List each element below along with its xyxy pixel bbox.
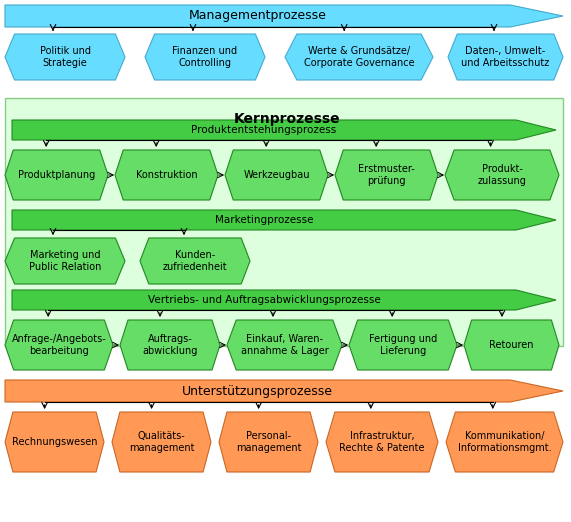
Text: Einkauf, Waren-
annahme & Lager: Einkauf, Waren- annahme & Lager	[240, 334, 328, 356]
Text: Anfrage-/Angebots-
bearbeitung: Anfrage-/Angebots- bearbeitung	[11, 334, 106, 356]
Text: Produktentstehungsprozess: Produktentstehungsprozess	[191, 125, 337, 135]
Text: Fertigung und
Lieferung: Fertigung und Lieferung	[369, 334, 437, 356]
Polygon shape	[5, 150, 108, 200]
Polygon shape	[12, 120, 556, 140]
Text: Produktplanung: Produktplanung	[18, 170, 95, 180]
Text: Werte & Grundsätze/
Corporate Governance: Werte & Grundsätze/ Corporate Governance	[304, 46, 415, 68]
Text: Kunden-
zufriedenheit: Kunden- zufriedenheit	[163, 250, 227, 272]
Polygon shape	[349, 320, 457, 370]
Text: Managementprozesse: Managementprozesse	[188, 9, 327, 22]
Text: Marketingprozesse: Marketingprozesse	[215, 215, 313, 225]
Polygon shape	[448, 34, 563, 80]
Polygon shape	[326, 412, 438, 472]
Polygon shape	[140, 238, 250, 284]
Polygon shape	[464, 320, 559, 370]
Polygon shape	[5, 412, 104, 472]
Text: Produkt-
zulassung: Produkt- zulassung	[477, 164, 526, 186]
Text: Auftrags-
abwicklung: Auftrags- abwicklung	[142, 334, 198, 356]
Polygon shape	[227, 320, 342, 370]
Text: Retouren: Retouren	[489, 340, 534, 350]
Polygon shape	[446, 412, 563, 472]
Text: Kernprozesse: Kernprozesse	[234, 112, 340, 126]
Text: Erstmuster-
prüfung: Erstmuster- prüfung	[358, 164, 415, 186]
Polygon shape	[5, 380, 563, 402]
Polygon shape	[120, 320, 220, 370]
Text: Kommunikation/
Informationsmgmt.: Kommunikation/ Informationsmgmt.	[458, 431, 552, 453]
Text: Daten-, Umwelt-
und Arbeitsschutz: Daten-, Umwelt- und Arbeitsschutz	[461, 46, 550, 68]
Polygon shape	[5, 34, 125, 80]
Polygon shape	[5, 320, 113, 370]
Polygon shape	[5, 238, 125, 284]
Text: Infrastruktur,
Rechte & Patente: Infrastruktur, Rechte & Patente	[339, 431, 425, 453]
Text: Vertriebs- und Auftragsabwicklungsprozesse: Vertriebs- und Auftragsabwicklungsprozes…	[148, 295, 380, 305]
Polygon shape	[285, 34, 433, 80]
Text: Rechnungswesen: Rechnungswesen	[12, 437, 97, 447]
Polygon shape	[112, 412, 211, 472]
Polygon shape	[12, 290, 556, 310]
Text: Qualitäts-
management: Qualitäts- management	[128, 431, 194, 453]
Text: Konstruktion: Konstruktion	[136, 170, 198, 180]
Text: Politik und
Strategie: Politik und Strategie	[39, 46, 90, 68]
Text: Marketing und
Public Relation: Marketing und Public Relation	[29, 250, 101, 272]
Text: Personal-
management: Personal- management	[236, 431, 301, 453]
Polygon shape	[145, 34, 265, 80]
Polygon shape	[335, 150, 438, 200]
Text: Unterstützungsprozesse: Unterstützungsprozesse	[182, 385, 333, 397]
Polygon shape	[12, 210, 556, 230]
Polygon shape	[5, 5, 563, 27]
Polygon shape	[219, 412, 318, 472]
Polygon shape	[115, 150, 218, 200]
Text: Finanzen und
Controlling: Finanzen und Controlling	[172, 46, 238, 68]
Text: Werkzeugbau: Werkzeugbau	[243, 170, 309, 180]
Polygon shape	[445, 150, 559, 200]
Bar	[5, 98, 563, 346]
Polygon shape	[225, 150, 328, 200]
